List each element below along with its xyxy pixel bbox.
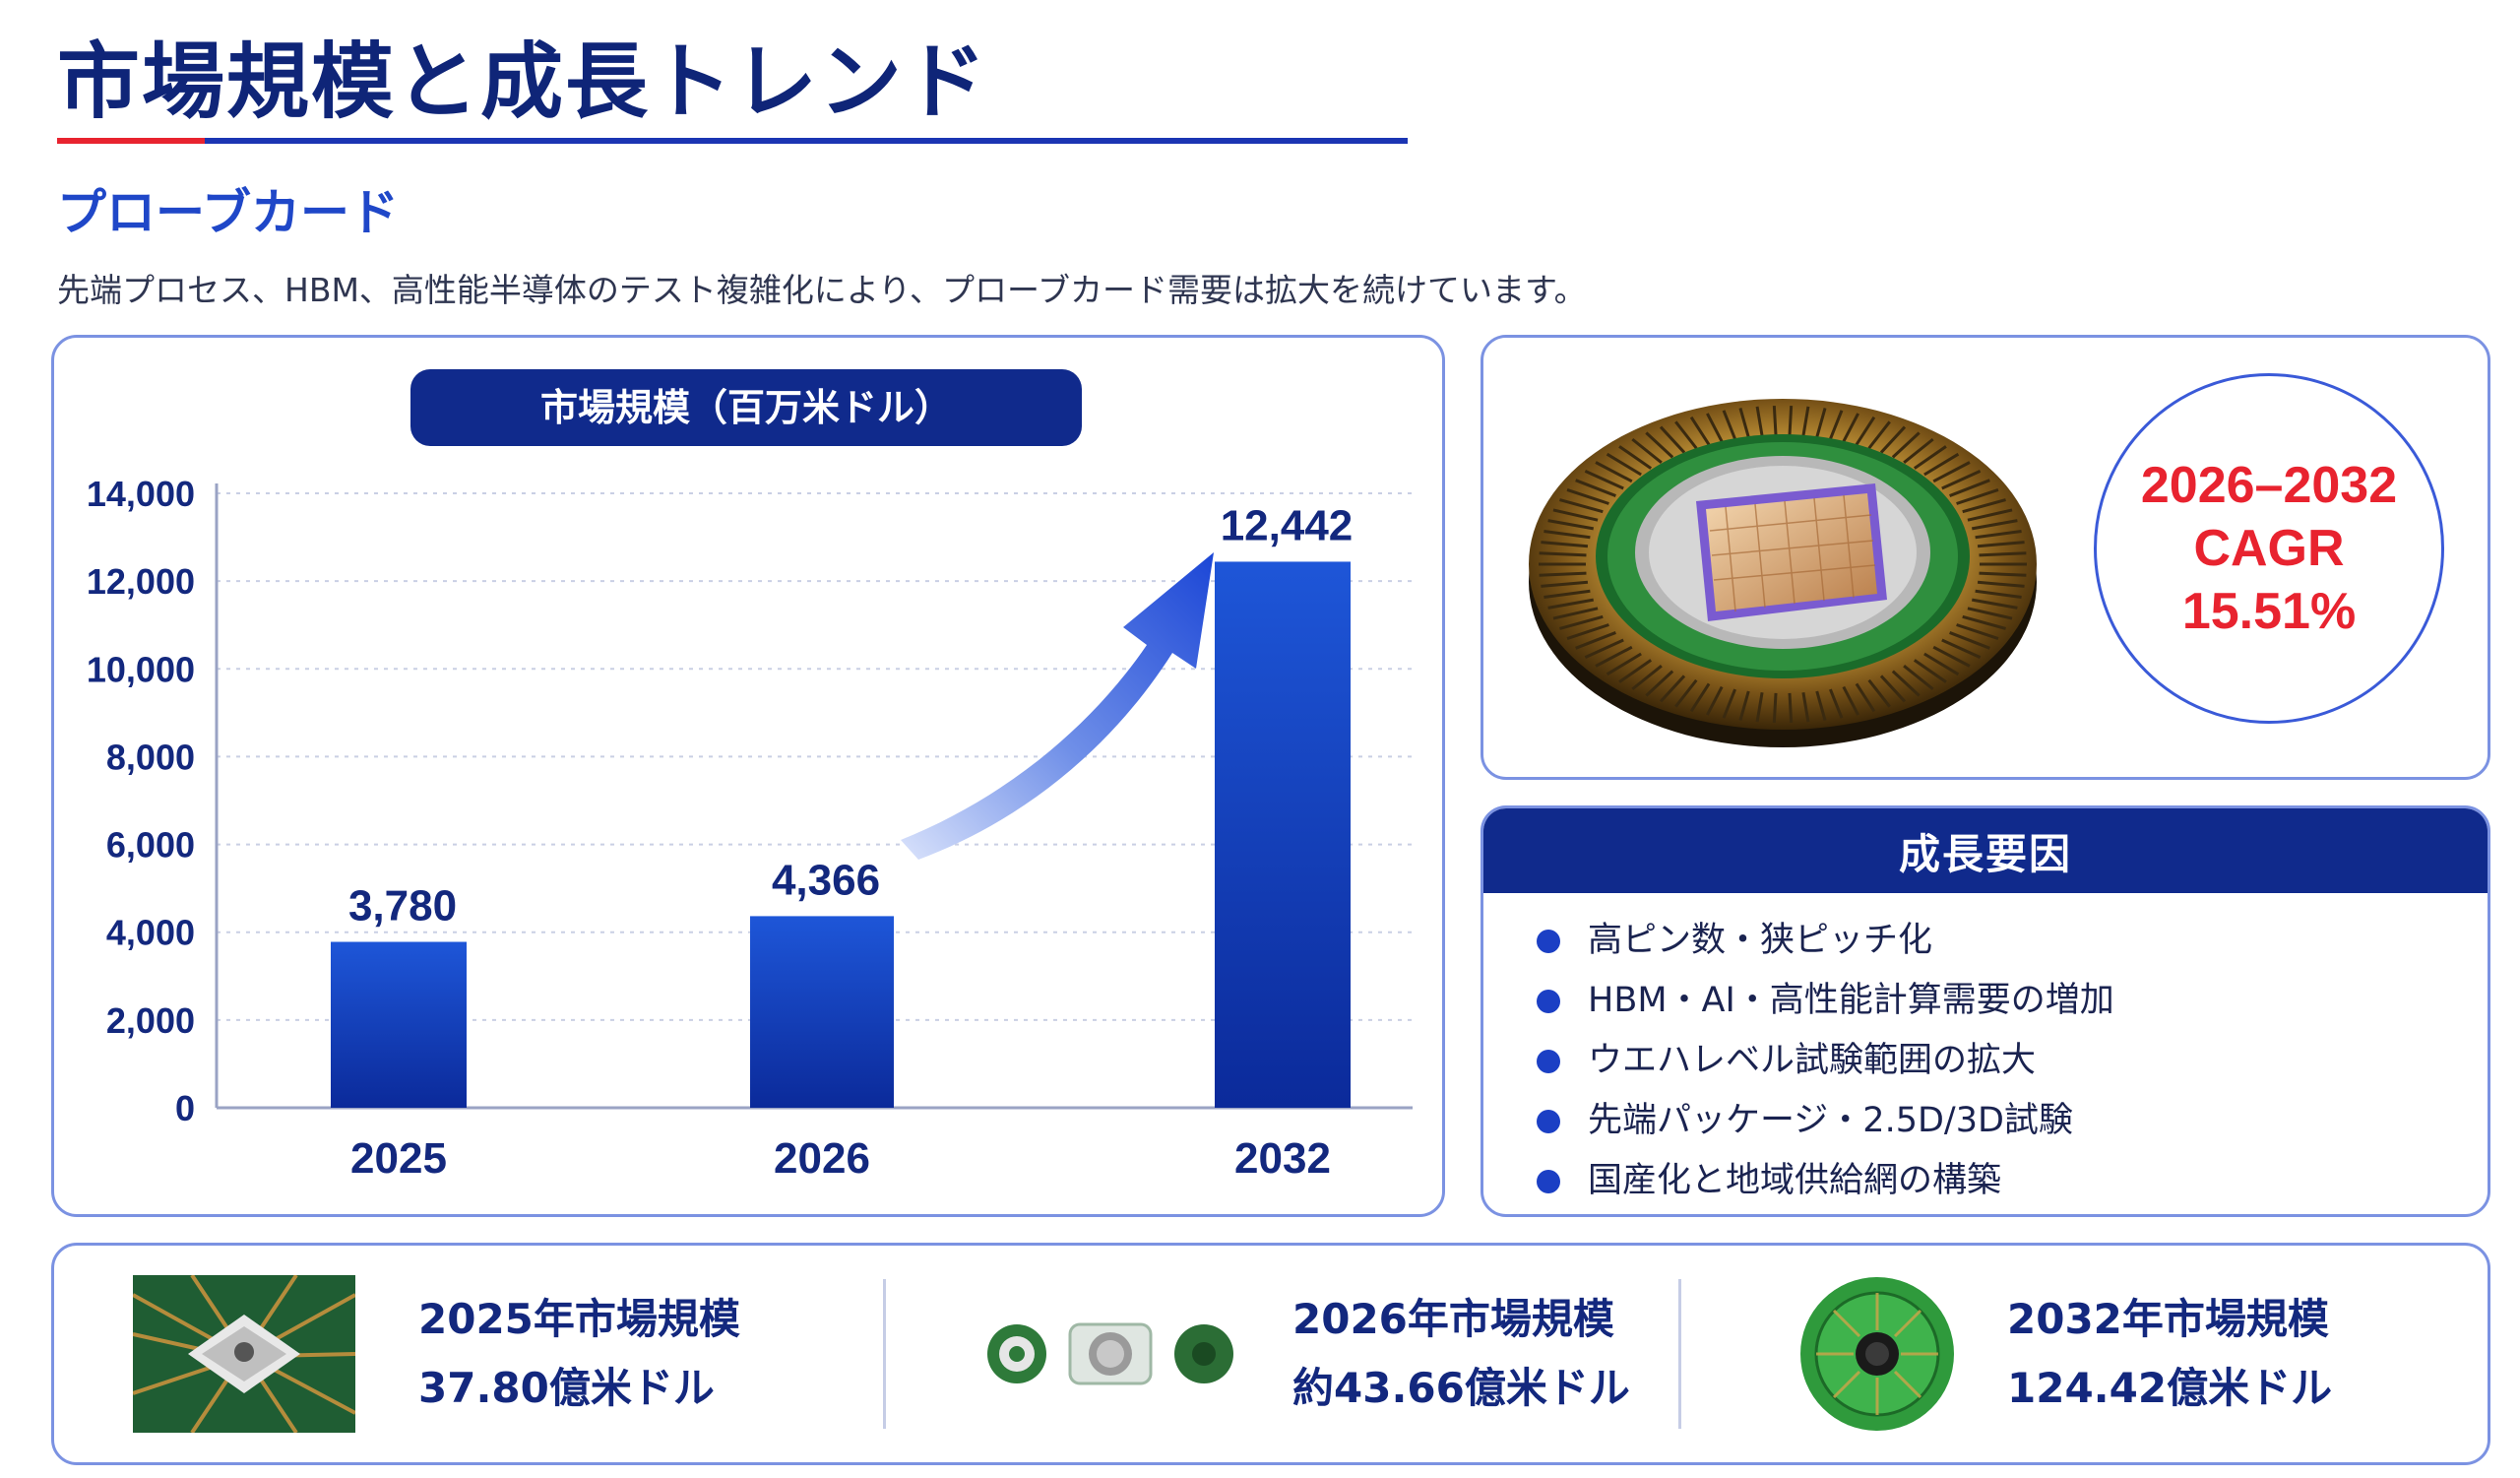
x-tick-label: 2025 (350, 1134, 447, 1183)
summary-value: 約43.66億米ドル (1292, 1364, 1630, 1412)
cagr-value: 15.51% (2181, 583, 2357, 640)
cagr-badge: 2026–2032 CAGR 15.51% (2094, 373, 2444, 724)
y-tick-label: 2,000 (106, 1000, 195, 1041)
bar-value-label: 4,366 (772, 856, 880, 904)
chart-title: 市場規模（百万米ドル） (540, 386, 952, 429)
bar-value-label: 12,442 (1221, 501, 1354, 549)
bar-2032 (1215, 561, 1351, 1108)
bullet-dot-icon (1537, 1170, 1560, 1193)
y-tick-label: 14,000 (87, 474, 195, 514)
summary-divider (1678, 1279, 1681, 1429)
probe-card-cagr-panel: 2026–2032 CAGR 15.51% (1480, 335, 2490, 780)
growth-factor-item: HBM・AI・高性能計算需要の増加 (1537, 971, 2488, 1031)
title-underline (57, 138, 1408, 144)
growth-factor-item: 高ピン数・狭ピッチ化 (1537, 911, 2488, 971)
cagr-period: 2026–2032 (2140, 457, 2398, 514)
wafer-components-icon (985, 1315, 1241, 1397)
summary-value: 124.42億米ドル (2007, 1364, 2333, 1412)
cagr-label: CAGR (2193, 520, 2345, 577)
probe-card-image (1519, 353, 2050, 767)
growth-factors-list: 高ピン数・狭ピッチ化 HBM・AI・高性能計算需要の増加 ウエハレベル試験範囲の… (1483, 911, 2488, 1211)
bar-2026 (750, 916, 894, 1108)
growth-factors-panel: 成長要因 高ピン数・狭ピッチ化 HBM・AI・高性能計算需要の増加 ウエハレベル… (1480, 805, 2490, 1217)
bar-2025 (331, 941, 467, 1108)
page-title: 市場規模と成長トレンド (57, 33, 989, 130)
bullet-dot-icon (1537, 1110, 1560, 1133)
y-tick-label: 8,000 (106, 737, 195, 777)
section-subtitle: プローブカード (57, 184, 399, 241)
bullet-dot-icon (1537, 1050, 1560, 1073)
summary-label: 2025年市場規模 (418, 1295, 740, 1343)
probe-chip-icon (132, 1273, 356, 1437)
x-tick-label: 2032 (1234, 1134, 1331, 1183)
bullet-dot-icon (1537, 990, 1560, 1013)
bullet-dot-icon (1537, 930, 1560, 953)
summary-item-2025: 2025年市場規模 37.80億米ドル (54, 1246, 881, 1462)
y-tick-label: 4,000 (106, 913, 195, 953)
summary-value: 37.80億米ドル (418, 1364, 715, 1412)
growth-factor-item: 先端パッケージ・2.5D/3D試験 (1537, 1091, 2488, 1151)
x-tick-label: 2026 (774, 1134, 870, 1183)
market-size-chart-panel: 市場規模（百万米ドル） 0 2,000 4,000 6,000 8,000 10,000 1… (51, 335, 1445, 1217)
chart-title-pill: 市場規模（百万米ドル） (410, 369, 1082, 446)
y-tick-label: 12,000 (87, 561, 195, 602)
circular-pcb-icon (1798, 1275, 1956, 1437)
summary-divider (883, 1279, 886, 1429)
summary-label: 2026年市場規模 (1292, 1295, 1614, 1343)
y-tick-label: 6,000 (106, 825, 195, 866)
summary-item-2032: 2032年市場規模 124.42億米ドル (1682, 1246, 2488, 1462)
y-tick-label: 10,000 (87, 649, 195, 689)
growth-arrow (901, 552, 1214, 860)
summary-label: 2032年市場規模 (2007, 1295, 2329, 1343)
section-description: 先端プロセス、HBM、高性能半導体のテスト複雑化により、プローブカード需要は拡大… (57, 271, 1587, 309)
growth-factors-title: 成長要因 (1483, 808, 2488, 893)
market-summary-panel: 2025年市場規模 37.80億米ドル 2026年市場規模 約43.66億米ドル (51, 1243, 2490, 1465)
summary-item-2026: 2026年市場規模 約43.66億米ドル (887, 1246, 1674, 1462)
growth-factor-item: 国産化と地域供給網の構築 (1537, 1151, 2488, 1211)
bar-value-label: 3,780 (348, 882, 457, 931)
market-size-bar-chart: 市場規模（百万米ドル） 0 2,000 4,000 6,000 8,000 10,000 1… (87, 369, 1413, 1183)
growth-factor-item: ウエハレベル試験範囲の拡大 (1537, 1031, 2488, 1091)
y-tick-label: 0 (175, 1088, 195, 1128)
